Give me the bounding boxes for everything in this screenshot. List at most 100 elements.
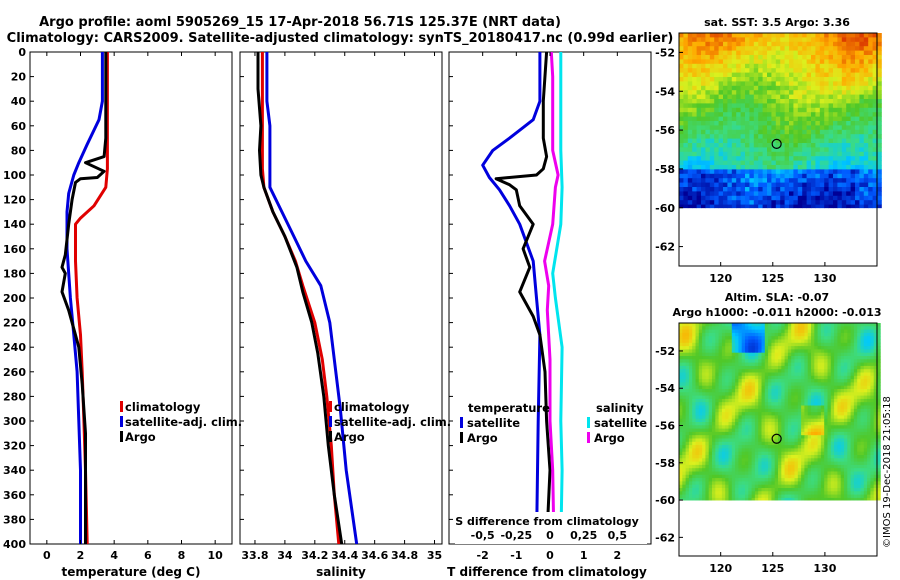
- map-cell: [685, 422, 690, 426]
- map-cell: [718, 187, 724, 192]
- map-cell: [830, 451, 835, 456]
- map-cell: [685, 356, 690, 360]
- map-cell: [771, 385, 776, 390]
- map-cell: [718, 59, 724, 65]
- map-cell: [797, 187, 803, 192]
- map-cell: [797, 405, 802, 410]
- map-cell: [702, 369, 706, 373]
- map-cell: [867, 395, 871, 400]
- map-cell: [824, 438, 828, 443]
- map-cell: [859, 103, 865, 109]
- map-cell: [801, 474, 805, 479]
- map-cell: [758, 431, 762, 436]
- map-cell: [819, 178, 825, 183]
- map-cell: [877, 129, 882, 135]
- map-cell: [761, 359, 766, 363]
- map-cell: [870, 346, 875, 350]
- map-cell: [696, 107, 702, 113]
- map-cell: [771, 392, 776, 396]
- map-cell: [715, 448, 719, 453]
- map-cell: [817, 349, 822, 354]
- map-cell: [784, 156, 790, 161]
- map-cell: [791, 382, 795, 387]
- map-cell: [780, 77, 785, 82]
- map-cell: [872, 173, 878, 179]
- map-cell: [791, 372, 795, 377]
- map-cell: [692, 326, 696, 330]
- map-cell: [692, 339, 696, 344]
- map-cell: [731, 412, 736, 416]
- map-cell: [797, 418, 802, 423]
- map-cell: [692, 112, 697, 117]
- map-cell: [804, 412, 809, 416]
- map-cell: [705, 372, 710, 377]
- map-cell: [834, 468, 838, 472]
- map-cell: [824, 107, 829, 113]
- map-cell: [844, 408, 848, 413]
- map-cell: [844, 395, 848, 400]
- map-cell: [787, 438, 792, 443]
- legend-label-climatology: climatology: [125, 400, 201, 414]
- map-cell: [702, 438, 706, 443]
- map-cell: [841, 107, 847, 113]
- map-cell: [844, 412, 848, 416]
- map-cell: [815, 41, 821, 47]
- map-cell: [764, 435, 769, 439]
- map-cell: [824, 372, 828, 377]
- map-cell: [761, 478, 766, 482]
- map-cell: [819, 147, 825, 153]
- map-cell: [859, 90, 865, 95]
- map-cell: [817, 422, 822, 426]
- map-cell: [679, 445, 683, 449]
- map-cell: [802, 169, 807, 175]
- map-cell: [696, 85, 702, 91]
- map-cell: [745, 59, 750, 65]
- map-cell: [811, 372, 815, 377]
- map-cell: [819, 72, 825, 78]
- map-cell: [741, 398, 746, 403]
- map-cell: [774, 346, 779, 350]
- map-cell: [827, 359, 832, 363]
- map-cell: [749, 204, 755, 209]
- map-cell: [781, 415, 785, 420]
- map-cell: [855, 200, 860, 205]
- map-cell: [840, 464, 845, 469]
- map-cell: [708, 385, 713, 390]
- map-cell: [741, 428, 746, 433]
- map-cell: [692, 55, 697, 60]
- map-cell: [820, 382, 825, 387]
- map-cell: [698, 359, 703, 363]
- map-cell: [741, 468, 746, 472]
- map-cell: [718, 72, 724, 78]
- map-cell: [789, 173, 794, 179]
- map-cell: [817, 392, 822, 396]
- map-cell: [709, 138, 715, 144]
- map-cell: [811, 474, 815, 479]
- map-cell: [817, 408, 822, 413]
- map-cell: [781, 362, 785, 367]
- map-cell: [705, 165, 711, 170]
- map-cell: [709, 85, 715, 91]
- map-cell: [768, 365, 772, 370]
- map-cell: [784, 342, 789, 347]
- map-cell: [771, 464, 776, 469]
- map-cell: [768, 464, 772, 469]
- legend-swatch-s-argo: [587, 432, 590, 443]
- map-cell: [718, 129, 724, 135]
- map-cell: [714, 33, 719, 38]
- map-cell: [793, 81, 799, 87]
- t-difference-xlabel: T difference from climatology: [447, 565, 647, 579]
- map-cell: [736, 72, 741, 78]
- map-cell: [860, 402, 865, 406]
- map-cell: [819, 173, 825, 179]
- map-cell: [784, 372, 789, 377]
- map-cell: [797, 143, 803, 148]
- map-cell: [827, 471, 832, 476]
- map-cell: [797, 369, 802, 373]
- map-cell: [846, 94, 851, 100]
- map-cell: [784, 448, 789, 453]
- map-cell: [819, 68, 825, 73]
- map-cell: [793, 103, 799, 109]
- map-cell: [863, 59, 869, 65]
- map-cell: [751, 445, 756, 449]
